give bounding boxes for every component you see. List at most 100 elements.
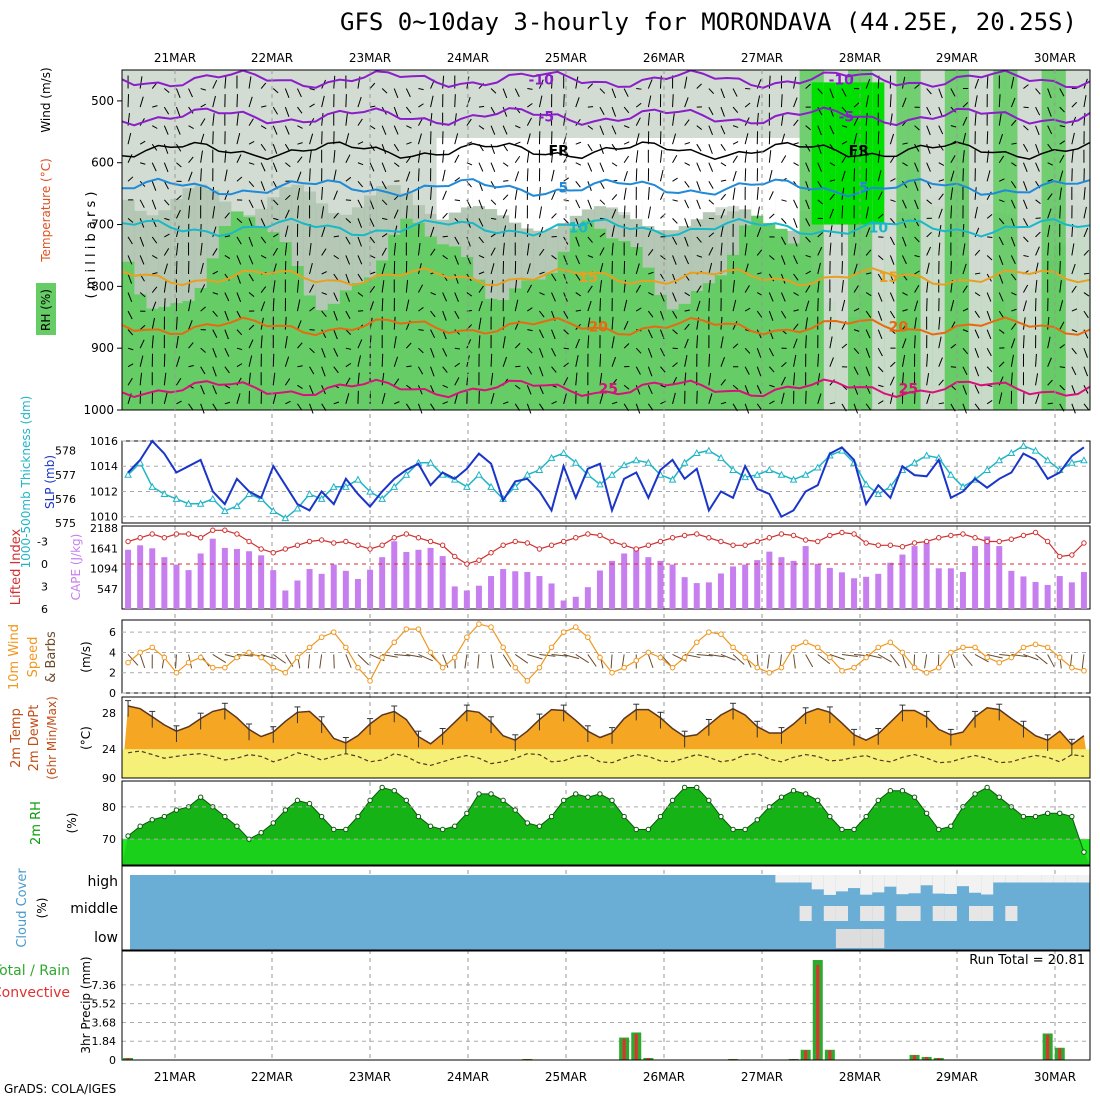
wind-barb: [514, 342, 521, 349]
wind-barb: [430, 366, 435, 377]
thickness-point: [813, 463, 822, 471]
wind-barb: [272, 125, 278, 135]
wind-barb: [490, 353, 493, 367]
wind-barb: [538, 186, 541, 200]
wind-barb: [430, 248, 436, 256]
surface-wind-barb: [418, 654, 433, 662]
wind-speed-point: [827, 654, 833, 661]
wind-barb: [865, 310, 872, 318]
wind-barb: [151, 255, 158, 259]
li-point: [149, 531, 155, 537]
rh-green-column: [521, 280, 534, 410]
legend-wind: Wind (m/s): [39, 67, 53, 132]
wind-barb: [369, 82, 376, 89]
wind-barb: [345, 329, 352, 335]
wind-barb: [696, 285, 702, 293]
pressure-axis-label: ( m i l l i b a r s ): [84, 192, 99, 299]
wind-barb: [393, 356, 399, 367]
wind-barb: [164, 217, 170, 221]
slp-tick-label: 1014: [90, 460, 118, 473]
cape-bar: [669, 564, 676, 609]
wind-barb: [1071, 366, 1077, 376]
precip-tick-label: 0: [109, 1054, 116, 1067]
pressure-tick-label: 900: [91, 341, 114, 355]
top-date-label: 23MAR: [349, 51, 391, 65]
wind-barb: [877, 292, 883, 302]
wind-barb: [526, 150, 530, 163]
mid-cloud-gap: [860, 906, 873, 921]
cape-bar: [282, 590, 289, 609]
wind-barb: [539, 310, 545, 318]
wind-barb: [914, 143, 920, 152]
surface-wind-barb: [272, 654, 287, 664]
wind-barb: [490, 298, 493, 312]
wind-barb: [152, 105, 158, 108]
surface-wind-barb: [767, 654, 770, 669]
wind-barb: [284, 242, 288, 256]
wind-speed-point: [246, 649, 252, 656]
wind-barb: [659, 150, 663, 163]
precip-convective-bar: [1058, 1048, 1062, 1060]
wind-barb: [514, 88, 520, 97]
wind-barb: [1023, 236, 1029, 243]
wind-barb: [490, 125, 496, 135]
wind-barb: [551, 292, 556, 302]
wind-barb: [164, 233, 170, 238]
li-point: [1081, 540, 1087, 546]
wind-barb: [406, 365, 412, 368]
wind-barb: [889, 392, 894, 404]
wind-barb: [962, 263, 967, 275]
wind-barb: [720, 125, 726, 135]
wind-barb: [768, 329, 774, 340]
surface-wind-barb: [587, 654, 597, 667]
wind-speed-point: [996, 659, 1003, 666]
chart-title: GFS 0~10day 3-hourly for MORONDAVA (44.2…: [340, 8, 1077, 36]
wind-barb: [321, 206, 325, 219]
li-tick-label: -3: [37, 536, 48, 549]
wind-barb: [720, 193, 727, 201]
thickness-point: [862, 480, 870, 488]
wind-barb: [212, 270, 219, 275]
wind-barb: [599, 298, 602, 312]
wind-barb: [866, 272, 872, 275]
rh-moist-column: [993, 70, 1006, 410]
rh-moist-column: [920, 70, 934, 410]
cape-bar: [984, 536, 991, 609]
wind-barb: [647, 385, 653, 395]
wind-barb: [1035, 88, 1041, 95]
wind-barb: [164, 88, 170, 94]
high-cloud-gap: [1017, 875, 1030, 883]
wind-barb: [333, 212, 339, 219]
thickness-point: [668, 475, 677, 483]
li-point: [802, 537, 809, 543]
surface-wind-barb: [236, 653, 253, 657]
wind-barb: [563, 113, 566, 126]
wind-speed-point: [125, 659, 131, 666]
wind-barb: [563, 273, 568, 284]
thickness-point: [692, 449, 701, 457]
wind-speed-point: [1069, 664, 1075, 671]
wind-barb: [224, 75, 227, 89]
wind-barb: [696, 143, 702, 152]
wind-barb: [393, 242, 397, 256]
thickness-point: [281, 514, 290, 522]
isotherm--5: [121, 106, 1091, 127]
surface-wind-barb: [805, 654, 814, 668]
high-cloud-gap: [944, 875, 957, 894]
thickness-point: [729, 465, 737, 473]
wind-barb: [938, 179, 945, 182]
high-cloud-gap: [1053, 875, 1066, 883]
surface-wind-barb: [1023, 654, 1039, 661]
wind-barb: [296, 88, 302, 98]
wind-barb: [175, 316, 178, 330]
wind-barb: [369, 255, 376, 259]
wind-barb: [309, 329, 315, 331]
rh-green-column: [714, 275, 728, 410]
rh2m-point: [282, 807, 289, 813]
wind-barb: [1035, 125, 1040, 136]
wind-barb: [780, 133, 786, 145]
cape-bar: [972, 546, 979, 609]
wind-barb: [744, 243, 748, 256]
wind-barb: [309, 242, 312, 256]
surface-wind-barb: [127, 654, 139, 666]
